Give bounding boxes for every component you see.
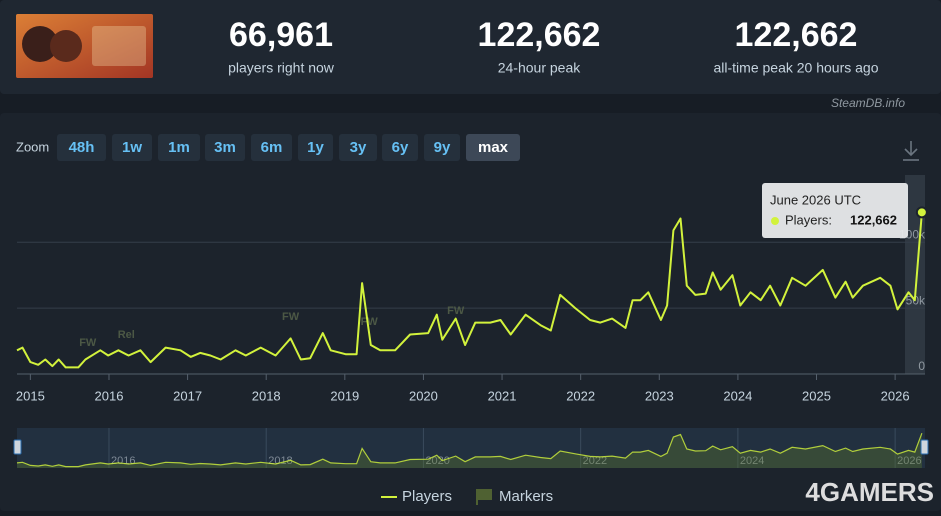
zoom-button-label[interactable]: 6m bbox=[261, 139, 283, 156]
event-marker: Rel bbox=[118, 329, 135, 341]
x-tick-label: 2015 bbox=[16, 388, 45, 403]
legend: Players Markers bbox=[381, 488, 553, 505]
navigator-handle[interactable] bbox=[920, 439, 929, 455]
legend-label[interactable]: Players bbox=[402, 488, 452, 505]
zoom-button[interactable] bbox=[298, 134, 333, 161]
game-logo bbox=[16, 14, 153, 78]
x-tick-label: 2019 bbox=[330, 388, 359, 403]
y-tick-label: 0 bbox=[918, 359, 925, 373]
stat-value: 122,662 bbox=[735, 16, 858, 54]
zoom-button-label[interactable]: 48h bbox=[69, 139, 95, 156]
zoom-button-label[interactable]: 3y bbox=[350, 139, 367, 156]
zoom-button[interactable] bbox=[158, 134, 200, 161]
zoom-button[interactable] bbox=[112, 134, 152, 161]
download-icon[interactable] bbox=[903, 141, 919, 161]
chart-panel bbox=[0, 113, 941, 511]
navigator-tick-label: 2024 bbox=[740, 455, 764, 467]
x-tick-label: 2017 bbox=[173, 388, 202, 403]
stat-label: players right now bbox=[228, 60, 335, 76]
zoom-button-label[interactable]: 6y bbox=[392, 139, 409, 156]
zoom-button[interactable] bbox=[466, 134, 520, 161]
zoom-button[interactable] bbox=[205, 134, 245, 161]
navigator-background bbox=[17, 428, 925, 468]
tooltip-swatch bbox=[771, 217, 779, 225]
source-label: SteamDB.info bbox=[831, 96, 905, 110]
zoom-label: Zoom bbox=[16, 139, 49, 154]
series-line bbox=[16, 212, 923, 369]
y-tick-label: 50k bbox=[906, 293, 926, 307]
zoom-button-label[interactable]: max bbox=[478, 139, 509, 156]
zoom-button[interactable] bbox=[382, 134, 418, 161]
event-marker: FW bbox=[447, 305, 465, 317]
watermark: 4GAMERS bbox=[805, 477, 934, 507]
navigator-handle[interactable] bbox=[13, 439, 22, 455]
stat-value: 66,961 bbox=[229, 16, 333, 54]
x-tick-label: 2026 bbox=[881, 388, 910, 403]
navigator-line bbox=[16, 432, 923, 468]
x-tick-label: 2021 bbox=[488, 388, 517, 403]
event-marker: FW bbox=[282, 311, 300, 323]
zoom-button[interactable] bbox=[57, 134, 106, 161]
navigator-tick-label: 2022 bbox=[583, 455, 607, 467]
tooltip-box bbox=[762, 183, 908, 238]
zoom-button[interactable] bbox=[251, 134, 292, 161]
event-marker: FW bbox=[79, 337, 97, 349]
stat-label: 24-hour peak bbox=[498, 60, 582, 76]
x-tick-label: 2020 bbox=[409, 388, 438, 403]
x-tick-label: 2018 bbox=[252, 388, 281, 403]
tooltip: June 2026 UTC Players: 122,662 bbox=[762, 183, 908, 238]
header-panel bbox=[0, 0, 941, 94]
tooltip-value: 122,662 bbox=[850, 212, 897, 227]
highlight-point bbox=[915, 206, 928, 219]
x-tick-label: 2016 bbox=[95, 388, 124, 403]
navigator-tick-label: 2026 bbox=[897, 455, 921, 467]
event-marker: FW bbox=[361, 316, 379, 328]
x-tick-label: 2025 bbox=[802, 388, 831, 403]
zoom-button-label[interactable]: 1y bbox=[307, 139, 324, 156]
tooltip-title: June 2026 UTC bbox=[770, 192, 861, 207]
x-tick-label: 2024 bbox=[723, 388, 752, 403]
zoom-button-label[interactable]: 1m bbox=[168, 139, 190, 156]
stat-value: 122,662 bbox=[478, 16, 601, 54]
tooltip-label: Players: bbox=[785, 212, 832, 227]
x-tick-label: 2023 bbox=[645, 388, 674, 403]
zoom-button-label[interactable]: 9y bbox=[434, 139, 451, 156]
legend-flag-icon bbox=[476, 489, 492, 505]
zoom-button-label[interactable]: 3m bbox=[214, 139, 236, 156]
stat-label: all-time peak 20 hours ago bbox=[714, 60, 879, 76]
navigator-area bbox=[17, 433, 922, 468]
zoom-button[interactable] bbox=[339, 134, 377, 161]
legend-label[interactable]: Markers bbox=[499, 488, 553, 505]
x-tick-label: 2022 bbox=[566, 388, 595, 403]
zoom-button-label[interactable]: 1w bbox=[122, 139, 142, 156]
zoom-button[interactable] bbox=[424, 134, 460, 161]
